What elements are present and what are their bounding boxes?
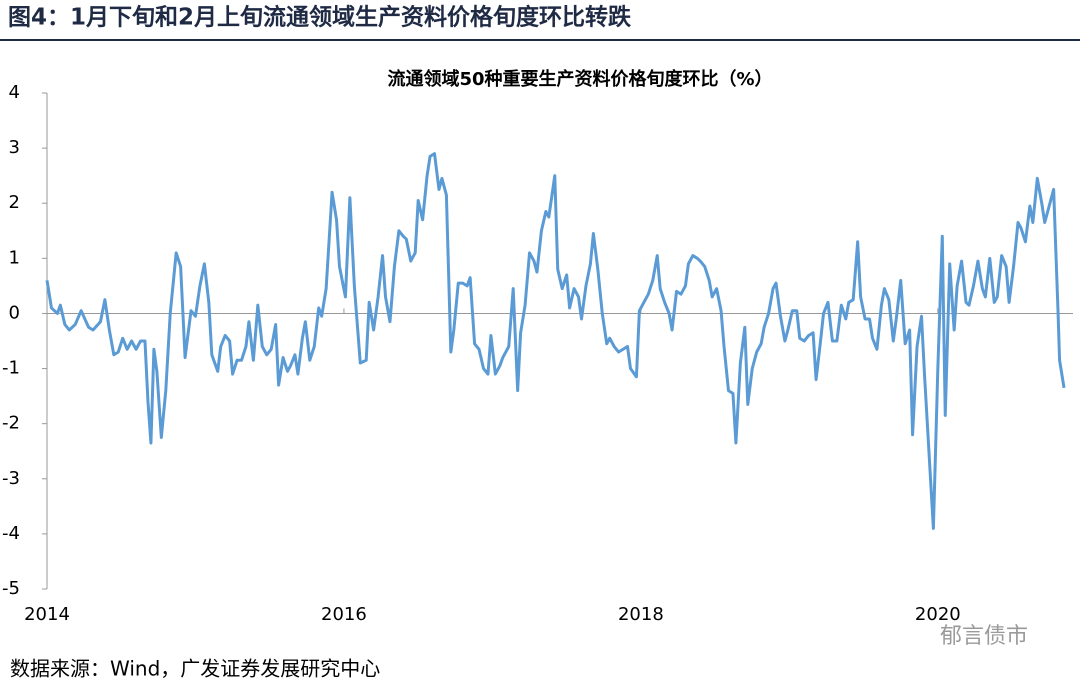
figure-title: 图4：1月下旬和2月上旬流通领域生产资料价格旬度环比转跌: [8, 4, 631, 31]
x-tick-label: 2014: [24, 604, 70, 625]
y-tick-label: 4: [9, 82, 20, 103]
y-tick-label: 1: [9, 247, 20, 268]
y-tick-label: -3: [2, 468, 20, 489]
y-tick-label: 3: [9, 137, 20, 158]
y-tick-label: -2: [2, 413, 20, 434]
y-tick-label: -1: [2, 358, 20, 379]
y-tick-label: -5: [2, 578, 20, 599]
series-line: [45, 152, 1066, 530]
watermark: 郁言债市: [940, 624, 1028, 649]
x-tick-label: 2018: [618, 604, 664, 625]
x-tick-label: 2016: [321, 604, 367, 625]
y-tick-label: 2: [9, 192, 20, 213]
x-tick-label: 2020: [915, 604, 961, 625]
y-tick-label: 0: [9, 302, 20, 323]
source-note: 数据来源：Wind，广发证券发展研究中心: [10, 657, 380, 681]
chart-title: 流通领域50种重要生产资料价格旬度环比（%）: [387, 68, 772, 90]
y-tick-label: -4: [2, 523, 20, 544]
